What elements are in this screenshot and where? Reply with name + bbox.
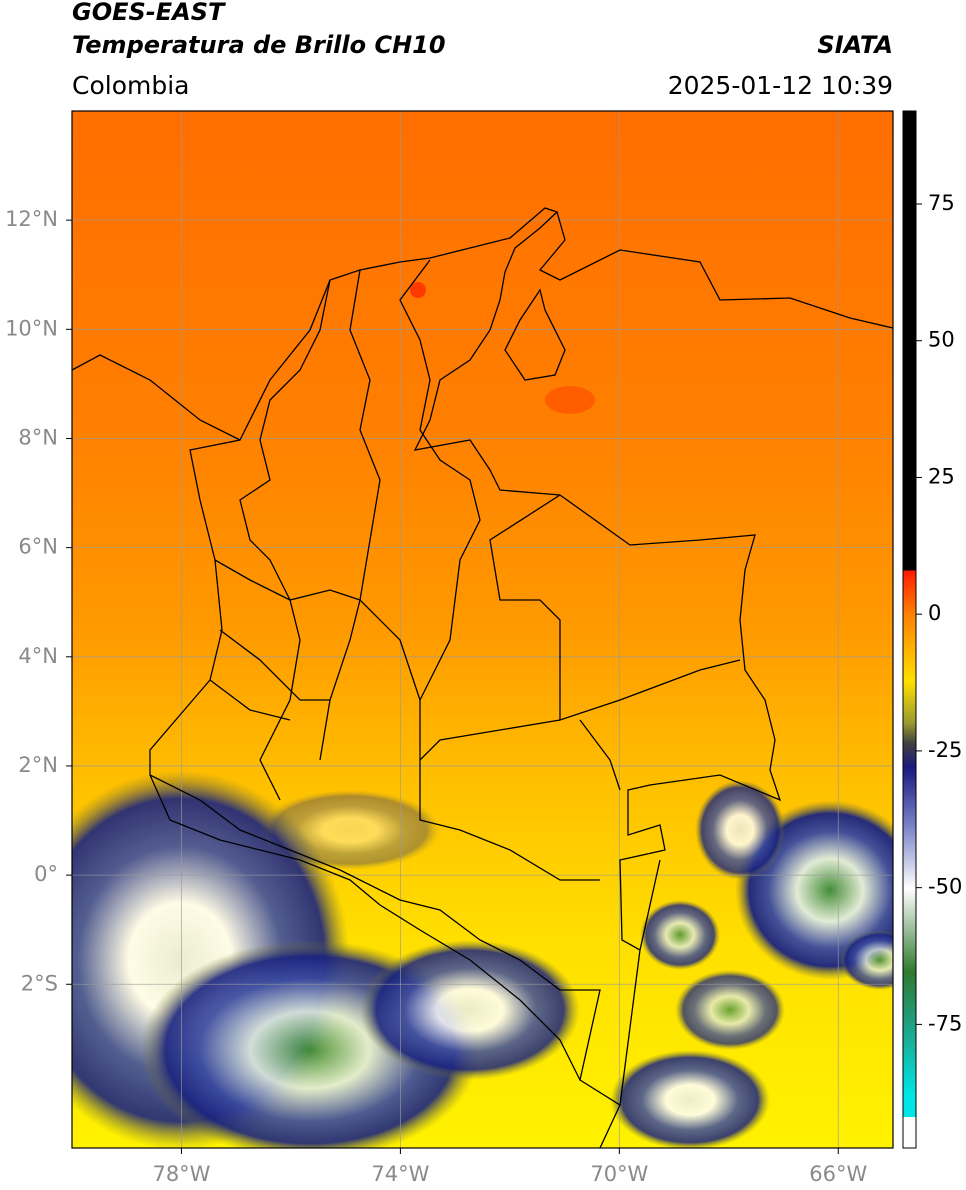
- colorbar-tick-label: -50: [928, 875, 962, 899]
- colorbar-tick-label: 0: [928, 601, 941, 625]
- x-tick-label: 74°W: [371, 1162, 429, 1186]
- colorbar-tick-label: 75: [928, 191, 955, 215]
- y-tick-label: 0°: [34, 862, 58, 886]
- y-tick-label: 2°S: [21, 971, 58, 995]
- satellite: GOES-EAST: [72, 0, 226, 26]
- satellite-image: [72, 111, 893, 1148]
- colorbar: [902, 110, 917, 1149]
- map-frame: [71, 110, 894, 1149]
- x-tick-label: 78°W: [152, 1162, 210, 1186]
- y-tick-label: 4°N: [18, 644, 58, 668]
- y-tick-label: 6°N: [18, 535, 58, 559]
- colorbar-tick-label: 25: [928, 464, 955, 488]
- x-tick-label: 70°W: [590, 1162, 648, 1186]
- product: Temperatura de Brillo CH10: [72, 31, 446, 59]
- colorbar-tick-label: -25: [928, 738, 962, 762]
- y-tick-label: 8°N: [18, 425, 58, 449]
- datetime: 2025-01-12 10:39: [668, 71, 893, 100]
- y-tick-label: 2°N: [18, 753, 58, 777]
- source: SIATA: [817, 31, 893, 59]
- y-tick-label: 12°N: [5, 207, 58, 231]
- colorbar-tick-label: -75: [928, 1011, 962, 1035]
- x-tick-label: 66°W: [809, 1162, 867, 1186]
- y-tick-label: 10°N: [5, 316, 58, 340]
- colorbar-tick-label: 50: [928, 328, 955, 352]
- region: Colombia: [72, 71, 189, 100]
